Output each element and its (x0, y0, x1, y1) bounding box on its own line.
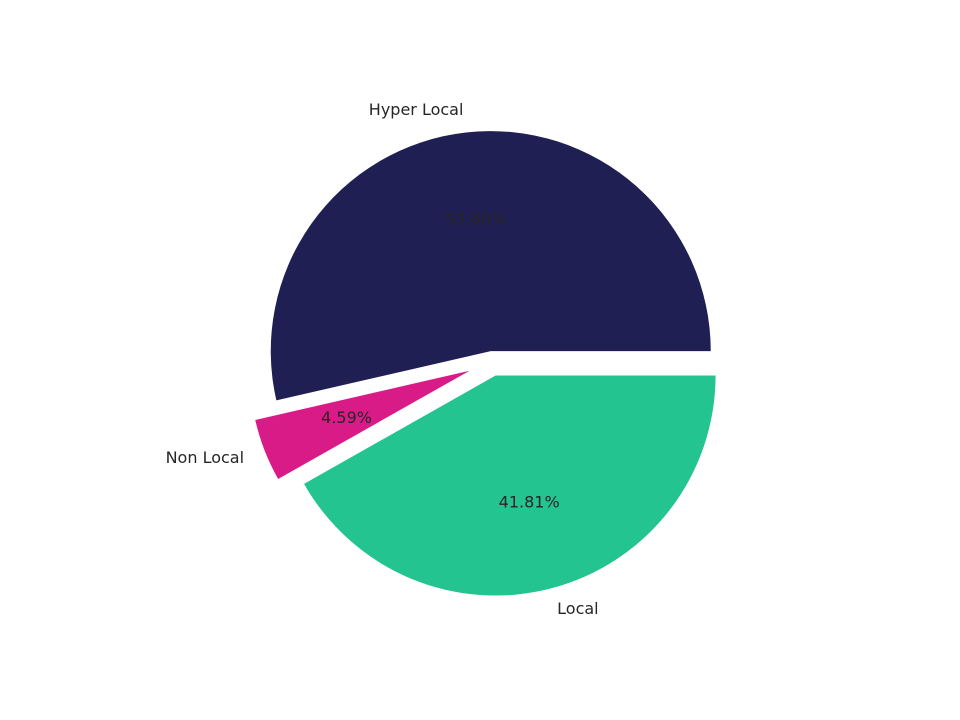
slice-label: Local (557, 599, 598, 618)
pie-slice (255, 370, 470, 479)
value-label: 41.81% (499, 493, 560, 512)
pie-slice (304, 375, 716, 596)
pie-slice (270, 131, 711, 401)
value-label: 4.59% (321, 408, 372, 427)
slice-label: Non Local (166, 448, 244, 467)
value-label: 53.60% (445, 209, 506, 228)
slice-label: Hyper Local (369, 100, 464, 119)
